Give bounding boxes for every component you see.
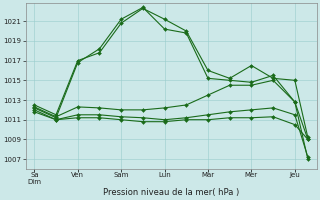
X-axis label: Pression niveau de la mer( hPa ): Pression niveau de la mer( hPa ) xyxy=(103,188,239,197)
